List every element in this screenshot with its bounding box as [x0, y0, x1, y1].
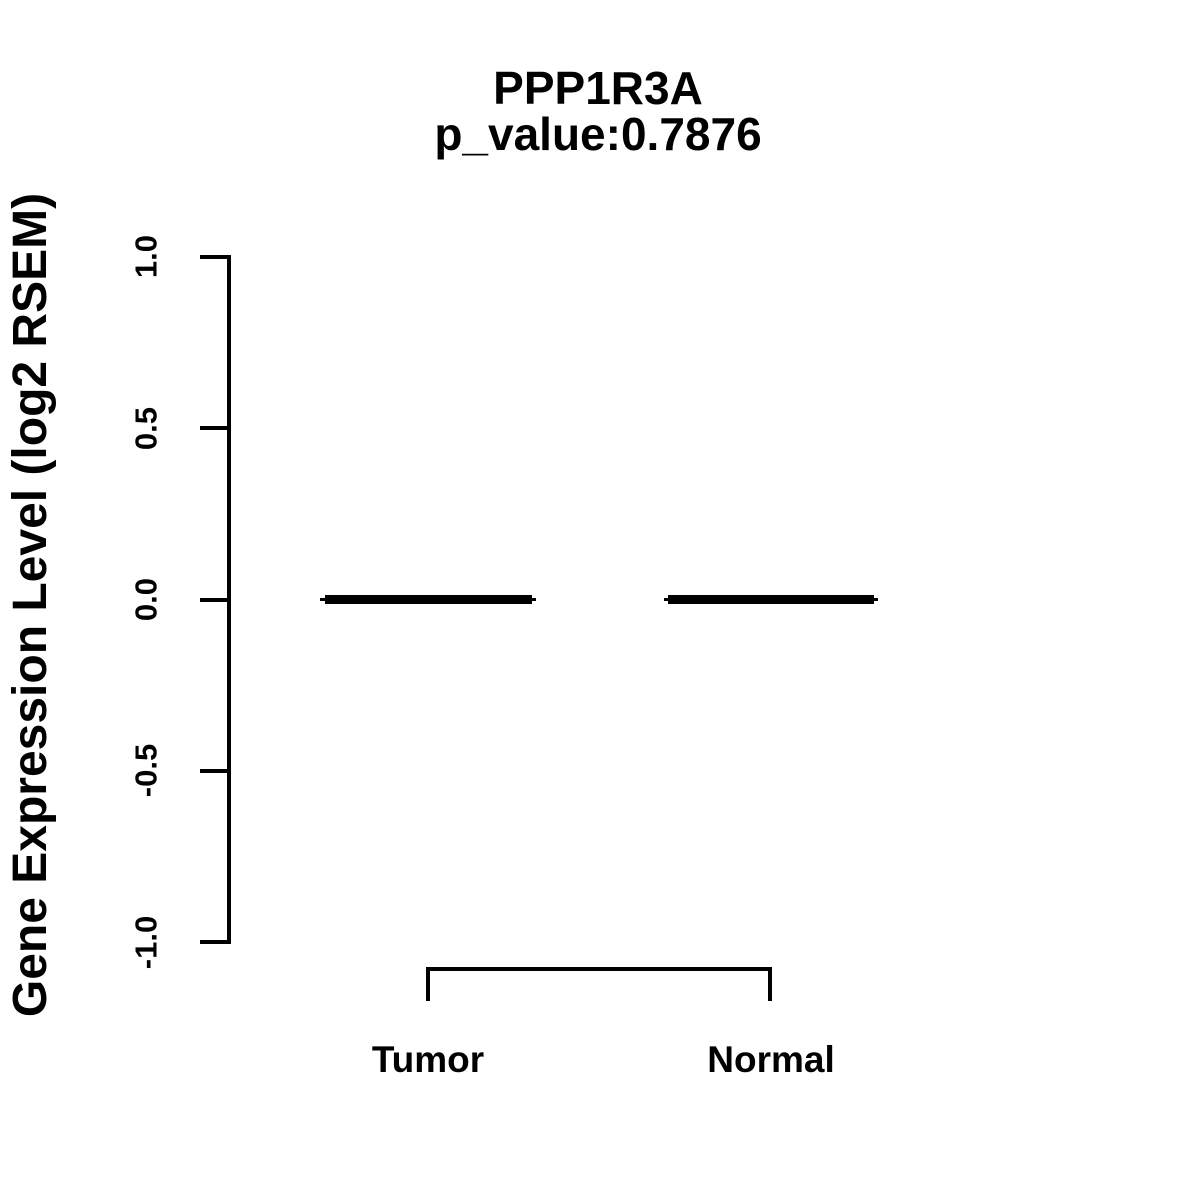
chart-subtitle: p_value:0.7876	[434, 108, 762, 160]
y-axis-label: Gene Expression Level (log2 RSEM)	[4, 192, 57, 1018]
y-axis-tick	[200, 426, 229, 430]
y-axis-tick	[200, 940, 229, 944]
y-axis-tick-label: -0.5	[128, 743, 164, 798]
x-category-label-normal: Normal	[707, 1039, 835, 1080]
y-axis-line	[227, 255, 231, 944]
box-median-line	[668, 595, 874, 604]
chart-title: PPP1R3A	[493, 62, 703, 114]
y-axis-tick	[200, 255, 229, 259]
y-axis-tick-label: -1.0	[128, 915, 164, 970]
comparison-bracket	[426, 967, 772, 1001]
y-axis-tick-label: 0.5	[128, 406, 164, 451]
x-category-label-tumor: Tumor	[371, 1039, 485, 1080]
y-axis-tick	[200, 769, 229, 773]
box-median-line	[325, 595, 532, 604]
y-axis-tick	[200, 598, 229, 602]
y-axis-tick-label: 1.0	[128, 234, 164, 279]
y-axis-tick-label: 0.0	[128, 577, 164, 622]
